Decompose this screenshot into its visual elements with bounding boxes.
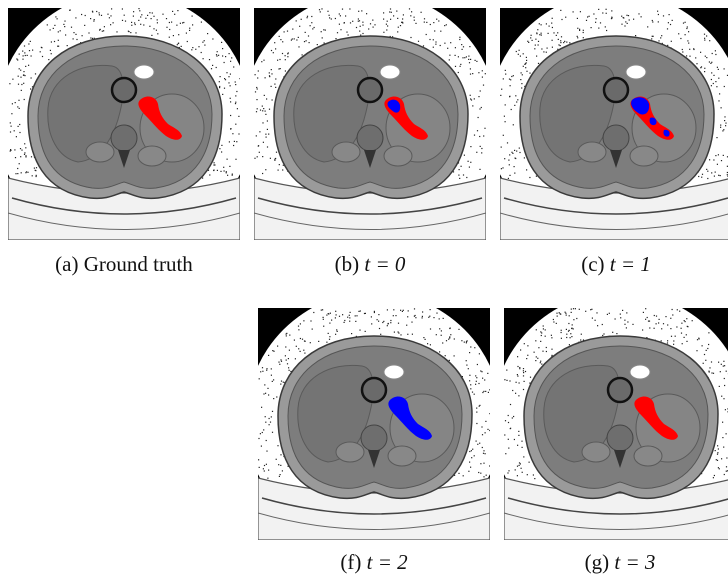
- bright-structure: [383, 364, 405, 380]
- kidney-left: [331, 141, 361, 163]
- liver: [297, 364, 374, 463]
- caption-t3: (g) t = 3: [504, 550, 728, 574]
- noise-speckle: [258, 308, 490, 479]
- spinal-process: [368, 450, 380, 468]
- liver: [539, 64, 616, 163]
- caption-t1: (c) t = 1: [500, 252, 728, 276]
- prediction-mask: [387, 99, 401, 113]
- prediction-mask: [388, 396, 432, 440]
- ct-scan-image: [258, 308, 490, 540]
- caption-text: t = 3: [614, 550, 656, 574]
- prediction-mask: [649, 117, 657, 126]
- bright-structure: [379, 64, 401, 80]
- kidney-left: [581, 441, 611, 463]
- kidney-left: [335, 441, 365, 463]
- caption-text: Ground truth: [83, 252, 193, 276]
- ground-truth-mask: [138, 96, 182, 140]
- vertebra: [360, 424, 388, 452]
- caption-t0: (b) t = 0: [254, 252, 486, 276]
- bright-structure: [625, 64, 647, 80]
- kidney-left: [85, 141, 115, 163]
- vertebra: [606, 424, 634, 452]
- gallbladder: [110, 76, 138, 104]
- liver: [47, 64, 124, 163]
- caption-label: (f): [340, 550, 362, 574]
- caption-text: t = 2: [366, 550, 408, 574]
- bright-structure: [629, 364, 651, 380]
- caption-label: (a): [55, 252, 79, 276]
- panel-t1: [500, 8, 728, 240]
- caption-label: (g): [584, 550, 610, 574]
- gallbladder: [360, 376, 388, 404]
- kidney-right: [383, 145, 413, 167]
- spinal-process: [118, 150, 130, 168]
- panel-ground-truth: [8, 8, 240, 240]
- gallbladder: [606, 376, 634, 404]
- ct-scan-image: [500, 8, 728, 240]
- ct-scan-image: [8, 8, 240, 240]
- kidney-right: [629, 145, 659, 167]
- caption-text: t = 0: [364, 252, 406, 276]
- gallbladder: [356, 76, 384, 104]
- ct-scan-image: [254, 8, 486, 240]
- kidney-right: [387, 445, 417, 467]
- caption-t2: (f) t = 2: [258, 550, 490, 574]
- caption-ground-truth: (a) Ground truth: [8, 252, 240, 276]
- spinal-process: [614, 450, 626, 468]
- spinal-process: [610, 150, 622, 168]
- prediction-mask: [631, 97, 650, 115]
- caption-label: (b): [334, 252, 360, 276]
- kidney-right: [137, 145, 167, 167]
- vertebra: [110, 124, 138, 152]
- liver: [293, 64, 370, 163]
- panel-t2: [258, 308, 490, 540]
- vertebra: [602, 124, 630, 152]
- panel-t0: [254, 8, 486, 240]
- spinal-process: [364, 150, 376, 168]
- liver: [543, 364, 620, 463]
- gallbladder: [602, 76, 630, 104]
- ground-truth-mask: [634, 396, 678, 440]
- caption-text: t = 1: [609, 252, 651, 276]
- bright-structure: [133, 64, 155, 80]
- prediction-mask: [663, 129, 670, 137]
- kidney-right: [633, 445, 663, 467]
- panel-t3: [504, 308, 728, 540]
- kidney-left: [577, 141, 607, 163]
- ct-scan-image: [504, 308, 728, 540]
- caption-label: (c): [581, 252, 605, 276]
- vertebra: [356, 124, 384, 152]
